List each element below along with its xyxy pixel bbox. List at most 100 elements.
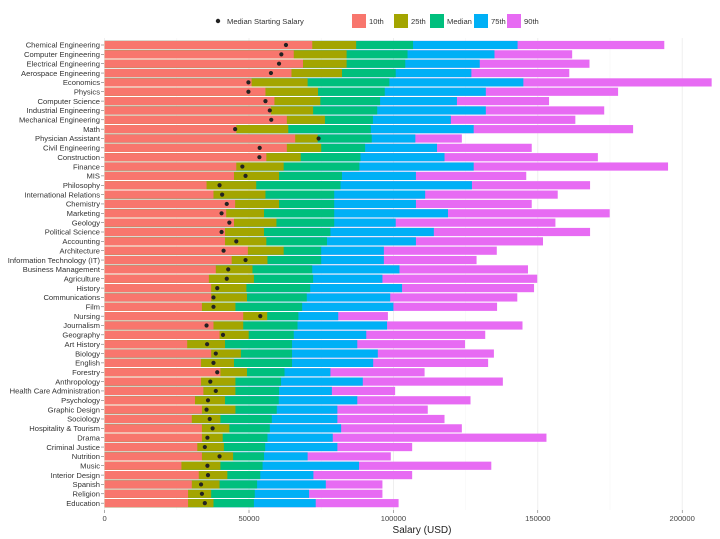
y-tick-label: Architecture [59,246,100,255]
y-tick-label: History [76,284,100,293]
y-tick-label: Electrical Engineering [27,59,100,68]
y-tick-label: Information Technology (IT) [8,256,101,265]
median-starting-salary-point [267,108,272,113]
bar-10th [104,97,275,106]
y-tick-label: Health Care Administration [10,387,100,396]
y-tick-label: Chemical Engineering [26,41,100,50]
legend-label: 75th [491,17,506,26]
x-tick-label: 200000 [670,514,695,523]
y-tick-label: Physician Assistant [35,134,101,143]
y-tick-label: Geography [62,331,100,340]
bar-10th [104,181,207,190]
median-starting-salary-point [202,501,207,506]
x-tick-label: 50000 [238,514,259,523]
y-tick-label: Graphic Design [48,405,100,414]
legend: Median Starting Salary 10th 25th Median 75t… [215,14,539,28]
y-tick-label: Film [86,303,100,312]
bar-10th [104,302,202,311]
y-tick-label: Agriculture [64,274,100,283]
median-starting-salary-point [202,444,207,450]
median-starting-salary-point [220,332,226,337]
y-tick-label: Finance [73,162,100,171]
x-tick-label: 150000 [525,514,550,523]
bar-10th [104,59,304,68]
bar-10th [104,349,212,358]
median-starting-salary-point [219,211,224,216]
legend-point-marker [215,18,221,24]
bar-10th [104,461,182,470]
y-tick-label: Economics [63,78,100,87]
median-starting-salary-point [316,136,321,141]
median-starting-salary-point [221,248,226,253]
bar-10th [104,134,296,143]
y-tick-label: Civil Engineering [43,144,100,153]
median-starting-salary-point [211,295,216,300]
y-tick-label: Education [66,499,100,508]
median-starting-salary-point [219,229,224,235]
y-tick-label: Mechanical Engineering [19,116,100,125]
legend-label: 25th [411,17,426,26]
median-starting-salary-point [276,61,282,66]
y-tick-label: Interior Design [51,471,100,480]
bar-10th [104,78,252,87]
y-tick-label: Industrial Engineering [27,106,100,115]
bar-10th [104,265,216,274]
bar-10th [104,312,244,321]
y-tick-label: Math [83,125,100,134]
median-starting-salary-point [205,463,210,468]
median-starting-salary-point [227,220,232,225]
median-starting-salary-point [224,201,229,207]
bar-10th [104,274,209,283]
median-starting-salary-point [224,276,229,281]
median-starting-salary-point [220,192,225,197]
bar-10th [104,106,271,115]
bar-10th [104,442,198,452]
y-tick-label: Anthropology [55,377,100,386]
x-tick-label: 0 [102,514,106,523]
bar-10th [104,87,266,96]
y-tick-label: Biology [75,349,100,358]
x-axis-title: Salary (USD) [393,525,452,536]
bar-10th [104,227,226,237]
bar-10th [104,255,232,265]
median-starting-salary-point [210,426,215,431]
bar-10th [104,293,212,302]
median-starting-salary-point [205,473,211,478]
median-starting-salary-point [283,42,289,48]
bar-10th [104,190,214,199]
y-tick-label: International Relations [24,190,100,199]
median-starting-salary-point [204,323,209,328]
median-starting-salary-point [243,173,248,178]
bar-10th [104,330,220,339]
bar-10th [104,405,202,414]
legend-label: 10th [369,17,384,26]
bar-10th [104,489,189,498]
y-tick-label: Art History [65,340,101,349]
median-starting-salary-point [240,164,245,169]
y-tick-label: Business Management [23,265,101,274]
bar-10th [104,40,313,50]
y-tick-label: Chemistry [66,200,100,209]
median-starting-salary-point [268,70,274,76]
median-starting-salary-point [257,155,262,160]
bar-10th [104,321,214,330]
median-starting-salary-point [213,388,218,394]
bar-10th [104,115,287,124]
median-starting-salary-point [207,416,212,422]
bar-10th [104,433,202,442]
x-tick-label: 100000 [381,514,406,523]
legend-label: 90th [524,17,539,26]
legend-label: Median [447,17,472,26]
bar-10th [104,237,226,246]
median-starting-salary-point [263,99,268,104]
y-tick-label: Political Science [45,228,100,237]
median-starting-salary-point [211,304,216,309]
bar-10th [104,50,294,59]
bar-10th [104,414,192,424]
median-starting-salary-point [211,360,216,365]
median-starting-salary-point [208,379,213,384]
median-starting-salary-point [205,398,211,403]
bar-10th [104,153,267,162]
median-starting-salary-point [205,342,210,347]
